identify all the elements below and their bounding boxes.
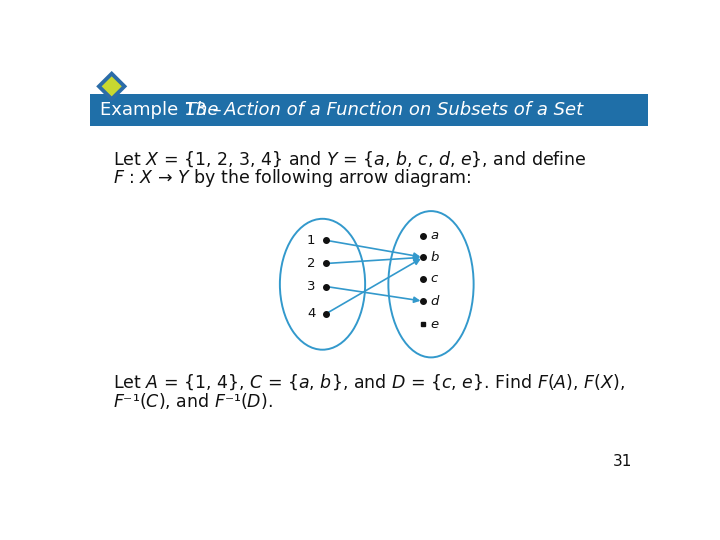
Text: The Action of a Function on Subsets of a Set: The Action of a Function on Subsets of a… <box>185 101 583 119</box>
Text: $e$: $e$ <box>431 318 440 331</box>
Text: $F$ : $X$ → $Y$ by the following arrow diagram:: $F$ : $X$ → $Y$ by the following arrow d… <box>113 167 472 189</box>
Text: 2: 2 <box>307 257 315 270</box>
Text: 3: 3 <box>307 280 315 293</box>
Text: $c$: $c$ <box>431 272 439 285</box>
Text: Let $X$ = {1, 2, 3, 4} and $Y$ = {$a$, $b$, $c$, $d$, $e$}, and define: Let $X$ = {1, 2, 3, 4} and $Y$ = {$a$, $… <box>113 150 587 169</box>
Text: 31: 31 <box>613 454 632 469</box>
Text: 1: 1 <box>307 234 315 247</box>
Text: $d$: $d$ <box>431 294 441 308</box>
Polygon shape <box>102 76 122 96</box>
FancyBboxPatch shape <box>90 94 648 126</box>
Polygon shape <box>96 71 127 102</box>
Text: 4: 4 <box>307 307 315 320</box>
Text: Let $A$ = {1, 4}, $C$ = {$a$, $b$}, and $D$ = {$c$, $e$}. Find $F$($A$), $F$($X$: Let $A$ = {1, 4}, $C$ = {$a$, $b$}, and … <box>113 373 625 393</box>
Text: $F$⁻¹($C$), and $F$⁻¹($D$).: $F$⁻¹($C$), and $F$⁻¹($D$). <box>113 390 273 410</box>
Text: $a$: $a$ <box>431 230 439 242</box>
Text: Example 13 –: Example 13 – <box>100 101 228 119</box>
Text: $b$: $b$ <box>431 251 440 264</box>
